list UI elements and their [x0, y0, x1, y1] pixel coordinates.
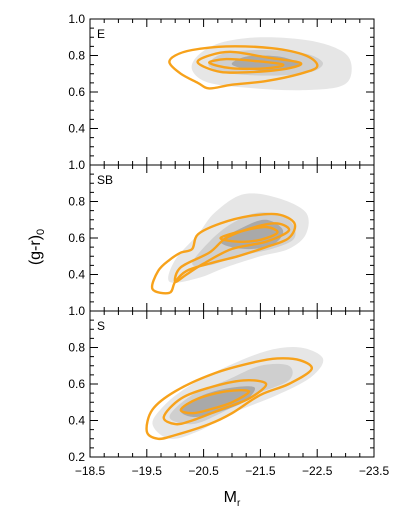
- panel-s: 1.0 0.8 0.6 0.4 0.2−18.5 −19.5 −20.5 −21.5 −22.5…: [68, 304, 389, 478]
- line-contour-level-3: [219, 225, 279, 243]
- y-tick-label: 0.4: [68, 414, 85, 428]
- x-tick-label: −19.5: [132, 464, 163, 478]
- y-tick-label: 0.6: [68, 231, 85, 245]
- line-contour-level-1: [150, 212, 297, 295]
- y-tick-label: 0.8: [68, 49, 85, 63]
- y-tick-label: 1.0: [68, 12, 85, 26]
- x-tick-label: −20.5: [188, 464, 219, 478]
- panel-sb-label: SB: [97, 173, 113, 187]
- filled-contour-level-3: [180, 386, 256, 418]
- x-tick-label: −23.5: [359, 464, 390, 478]
- x-axis-label-main: M: [224, 489, 237, 506]
- line-contour-level-1: [145, 357, 313, 441]
- y-tick-label: 0.8: [68, 195, 85, 209]
- x-axis-label-sub: r: [237, 498, 241, 509]
- y-tick-label: 0.6: [68, 377, 85, 391]
- y-axis-label-main: (g-r): [27, 235, 44, 265]
- panel-e-label: E: [97, 27, 105, 41]
- x-tick-label: −21.5: [245, 464, 276, 478]
- line-contour-level-3: [208, 57, 285, 71]
- line-contour-level-2: [196, 50, 303, 74]
- x-tick-label: −22.5: [302, 464, 333, 478]
- panel-e: 1.0 0.8 0.6 0.4: [68, 12, 375, 166]
- line-contour-level-2: [173, 222, 291, 284]
- y-tick-label: 0.4: [68, 268, 85, 282]
- y-tick-label: 0.6: [68, 85, 85, 99]
- panel-sb: 1.0 0.8 0.6 0.4: [68, 158, 375, 312]
- line-contour-level-3: [179, 388, 251, 415]
- y-tick-label: 1.0: [68, 304, 85, 318]
- x-tick-label: −18.5: [75, 464, 106, 478]
- y-tick-label: 0.2: [68, 450, 85, 464]
- y-axis-label-sub: 0: [35, 229, 47, 235]
- y-tick-label: 1.0: [68, 158, 85, 172]
- panel-s-label: S: [97, 319, 105, 333]
- y-axis-title: (g-r)0: [27, 229, 47, 265]
- x-axis-title: Mr: [224, 489, 241, 509]
- line-contour-level-2: [162, 379, 268, 426]
- y-tick-label: 0.4: [68, 122, 85, 136]
- line-contour-level-1: [168, 45, 319, 90]
- y-tick-label: 0.8: [68, 341, 85, 355]
